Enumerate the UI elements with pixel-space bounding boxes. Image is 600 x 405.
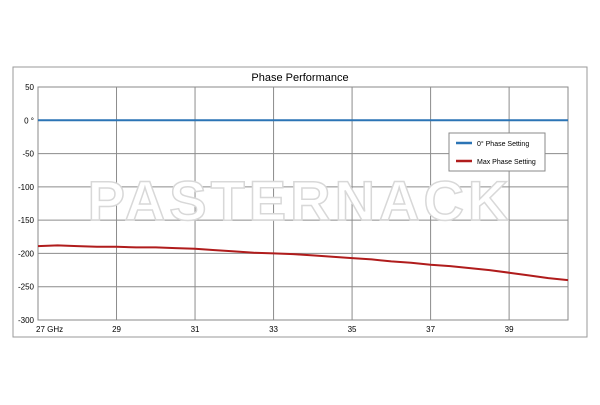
y-tick-label: -200 xyxy=(18,249,35,258)
x-tick-label: 33 xyxy=(269,325,278,334)
y-tick-label: -50 xyxy=(22,150,34,159)
x-tick-label: 29 xyxy=(112,325,121,334)
x-tick-label: 27 GHz xyxy=(36,325,63,334)
legend-box xyxy=(448,132,546,172)
legend-label-max-phase: Max Phase Setting xyxy=(477,159,536,166)
legend: 0° Phase Setting Max Phase Setting xyxy=(448,132,546,172)
plot-area xyxy=(37,86,569,321)
y-tick-label: 0 ° xyxy=(24,116,34,125)
y-tick-label: 50 xyxy=(25,83,34,92)
x-tick-label: 31 xyxy=(191,325,200,334)
y-tick-label: -150 xyxy=(18,216,35,225)
y-tick-labels: 50 0 ° -50 -100 -150 -200 -250 -300 xyxy=(18,83,35,325)
x-tick-label: 35 xyxy=(348,325,357,334)
x-tick-label: 39 xyxy=(505,325,514,334)
legend-label-0-phase: 0° Phase Setting xyxy=(477,140,529,148)
series-line-max-phase xyxy=(37,244,569,282)
x-tick-labels: 27 GHz 29 31 33 35 37 39 xyxy=(36,325,514,334)
series-lines xyxy=(37,119,569,282)
y-tick-label: -250 xyxy=(18,283,35,292)
y-tick-label: -300 xyxy=(18,316,35,325)
x-gridlines xyxy=(116,87,510,320)
watermark-text: PASTERNACK xyxy=(88,169,513,232)
chart-title: Phase Performance xyxy=(251,72,348,84)
x-tick-label: 37 xyxy=(426,325,435,334)
y-tick-label: -100 xyxy=(18,183,35,192)
